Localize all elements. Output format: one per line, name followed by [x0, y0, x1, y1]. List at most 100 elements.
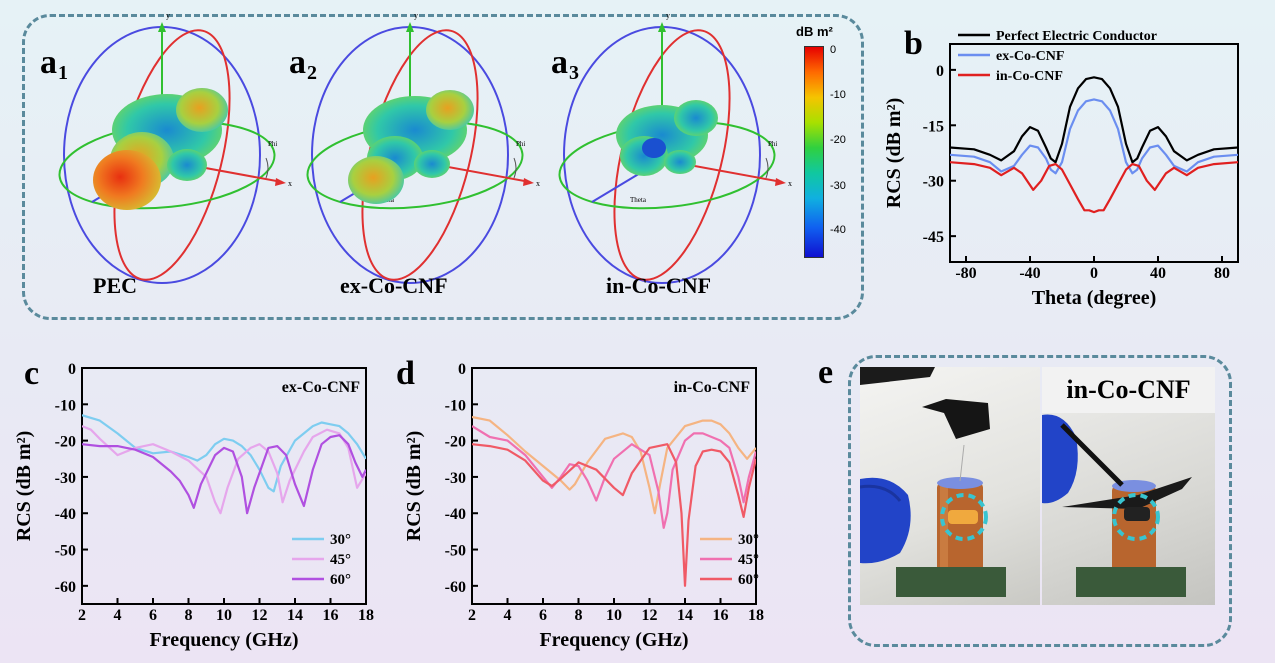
y-tick-label: -45: [923, 229, 944, 246]
x-tick-label: 10: [606, 607, 622, 624]
y-tick-label: -30: [445, 470, 466, 487]
y-tick-label: -10: [445, 397, 466, 414]
x-tick-label: -40: [1019, 265, 1040, 282]
x-tick-label: 18: [358, 607, 374, 624]
radiation-lobes: [93, 88, 228, 210]
radiation-lobes: [348, 90, 474, 204]
pattern-sphere-3: y x Phi Theta: [558, 11, 792, 284]
photo-left: [860, 367, 1040, 605]
y-axis-arrow: [406, 22, 414, 32]
phi-arc: [265, 157, 269, 179]
x-tick-label: 6: [149, 607, 157, 624]
y-axis-arrow: [158, 22, 166, 32]
panel-a-frame: [22, 14, 864, 320]
y-axis-label: RCS (dB m²): [883, 98, 905, 208]
colorbar-tick-30: -30: [830, 180, 846, 192]
y-tick-label: -30: [55, 470, 76, 487]
panel-letter-b: b: [904, 25, 923, 62]
series-line-2: [82, 425, 366, 515]
x-tick-label: 8: [185, 607, 193, 624]
legend-label: 60°: [738, 572, 759, 588]
colorbar-title: dB m²: [796, 24, 833, 39]
series-line-3: [950, 161, 1238, 214]
chart-c-ex-co-cnf: c 2 4 6 8 10 12 14 16 18 0 -10 -20 -30 -40 -50 -60 Freque…: [13, 355, 374, 651]
x-tick-label: 16: [323, 607, 339, 624]
phi-label: Phi: [268, 140, 277, 148]
colorbar-tick-20: -20: [830, 134, 846, 146]
x-tick-label: 18: [748, 607, 764, 624]
x-tick-label: 6: [539, 607, 547, 624]
y-tick-label: 0: [458, 361, 466, 378]
y-tick-label: -40: [55, 506, 76, 523]
panel-letter-a2-main: a: [289, 44, 306, 81]
x-tick-label: 8: [575, 607, 583, 624]
photo-left-scene: [860, 367, 1006, 597]
y-tick-label: -10: [55, 397, 76, 414]
panel-letter-c: c: [24, 355, 39, 392]
sample-label-in: in-Co-CNF: [606, 273, 712, 298]
x-axis-label: x: [788, 179, 792, 188]
panel-letter-d: d: [396, 355, 415, 392]
series-line-3: [472, 443, 756, 587]
phi-arc: [513, 157, 517, 179]
main-lobe: [348, 156, 404, 204]
chart-annotation: ex-Co-CNF: [282, 379, 360, 396]
panel-e-frame: [848, 355, 1232, 647]
lobe-core: [642, 138, 666, 158]
y-tick-label: -30: [923, 174, 944, 191]
main-lobe: [93, 150, 161, 210]
series-line-3: [82, 434, 366, 515]
panel-letter-a1-sub: 1: [58, 62, 68, 84]
lobe: [426, 90, 474, 130]
plot-frame: [471, 367, 757, 605]
y-tick-label: 0: [936, 63, 944, 80]
x-tick-label: 2: [468, 607, 476, 624]
panel-letter-a3: a3: [551, 46, 579, 84]
x-tick-label: 4: [114, 607, 122, 624]
x-tick-label: 16: [713, 607, 729, 624]
x-tick-label: 80: [1214, 265, 1230, 282]
y-tick-label: 0: [68, 361, 76, 378]
x-tick-label: 40: [1150, 265, 1166, 282]
y-tick-label: -50: [445, 543, 466, 560]
lobe: [414, 150, 450, 178]
x-axis-arrow: [523, 178, 534, 186]
chart-d-in-co-cnf: d 2 4 6 8 10 12 14 16 18 0 -10 -20 -30 -40 -50 -60 Freque…: [396, 355, 764, 651]
x-tick-label: 10: [216, 607, 232, 624]
x-axis-label: Frequency (GHz): [539, 629, 688, 651]
y-tick-label: -60: [55, 579, 76, 596]
series-line-1: [950, 76, 1238, 164]
lobe: [664, 150, 696, 174]
photo-right: in-Co-CNF: [1042, 367, 1215, 605]
y-tick-label: -20: [445, 434, 466, 451]
photo-right-scene: [1042, 414, 1192, 597]
panel-letter-e: e: [818, 354, 834, 391]
chart-annotation: in-Co-CNF: [674, 379, 751, 396]
sample-label-ex: ex-Co-CNF: [340, 273, 448, 298]
y-tick-label: -20: [55, 434, 76, 451]
x-tick-label: 14: [677, 607, 693, 624]
panel-e-label: in-Co-CNF: [1042, 367, 1215, 413]
x-axis-label: x: [288, 179, 292, 188]
panel-letter-a3-sub: 3: [569, 62, 579, 84]
plot-frame: [81, 367, 367, 605]
y-tick-label: -50: [55, 543, 76, 560]
y-axis-arrow: [658, 22, 666, 32]
panel-letter-a2-sub: 2: [307, 62, 317, 84]
lobe: [176, 88, 228, 132]
legend-label: 45°: [330, 552, 351, 568]
legend-label: in-Co-CNF: [996, 69, 1063, 84]
panel-letter-a2: a2: [289, 44, 317, 84]
legend-label: 60°: [330, 572, 351, 588]
phi-label: Phi: [516, 140, 525, 148]
legend-label: 30°: [330, 532, 351, 548]
y-axis-label: y: [414, 11, 418, 20]
x-axis-label: Frequency (GHz): [149, 629, 298, 651]
series-line-2: [950, 98, 1238, 175]
x-axis-arrow: [775, 178, 786, 186]
x-tick-label: 12: [642, 607, 658, 624]
panel-letter-a1-main: a: [40, 44, 57, 81]
x-axis-label: x: [536, 179, 540, 188]
